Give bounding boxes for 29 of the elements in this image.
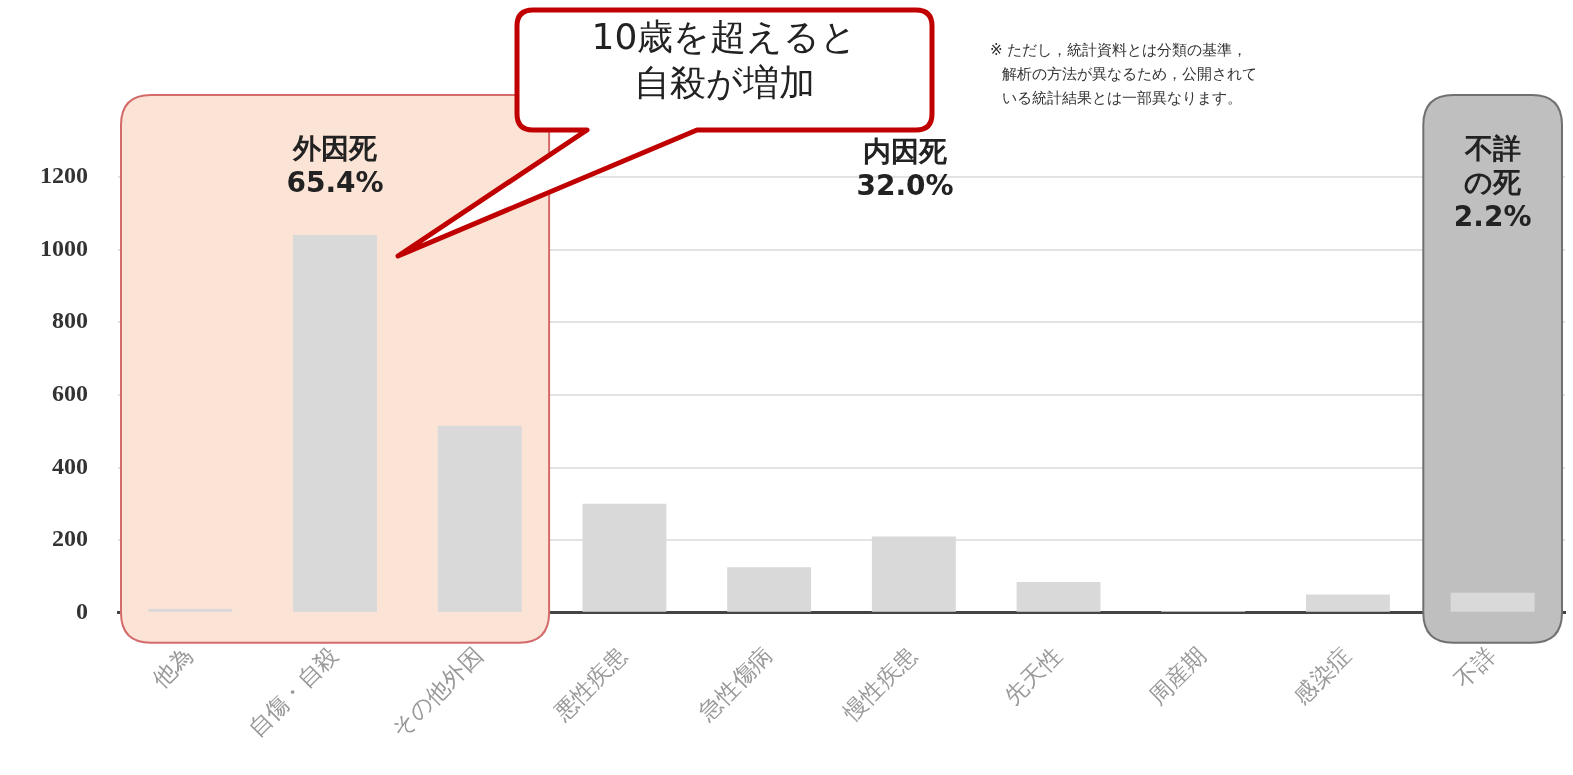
bar <box>293 235 378 612</box>
x-tick-label: 周産期 <box>1143 641 1212 710</box>
bar <box>1450 592 1535 612</box>
x-tick-label: 悪性疾患 <box>548 641 633 727</box>
y-tick-label: 800 <box>52 307 88 334</box>
text: 10歳を超えると自殺が増加 <box>590 15 859 105</box>
x-tick-label: 他為 <box>147 641 199 693</box>
bar <box>727 567 812 612</box>
y-tick-label: 0 <box>76 597 88 624</box>
bar <box>437 425 522 612</box>
x-tick-label: その他外因 <box>386 641 488 743</box>
y-tick-label: 1200 <box>40 162 88 189</box>
y-tick-label: 600 <box>52 380 88 407</box>
text: ※ ただし，統計資料とは分類の基準，解析の方法が異なるため，公開されている統計結果とは一部異なります。 <box>990 40 1258 109</box>
y-tick-label: 200 <box>52 525 88 552</box>
x-tick-label: 先天性 <box>999 641 1067 710</box>
band-label: 外因死65.4% <box>286 132 384 200</box>
y-tick-label: 400 <box>52 452 88 479</box>
bar <box>148 609 233 612</box>
x-tick-label: 自傷・自殺 <box>243 641 343 742</box>
x-tick-label: 急性傷病 <box>692 641 777 727</box>
band-label: 不詳の死2.2% <box>1453 132 1532 234</box>
x-tick-label: 不詳 <box>1449 641 1501 693</box>
annotation: 内因死32.0% <box>855 135 955 203</box>
bar <box>1016 581 1101 612</box>
y-tick-label: 1000 <box>40 234 88 261</box>
x-tick-label: 感染症 <box>1288 641 1356 710</box>
bar <box>1305 594 1390 612</box>
x-tick-label: 慢性疾患 <box>837 641 922 727</box>
